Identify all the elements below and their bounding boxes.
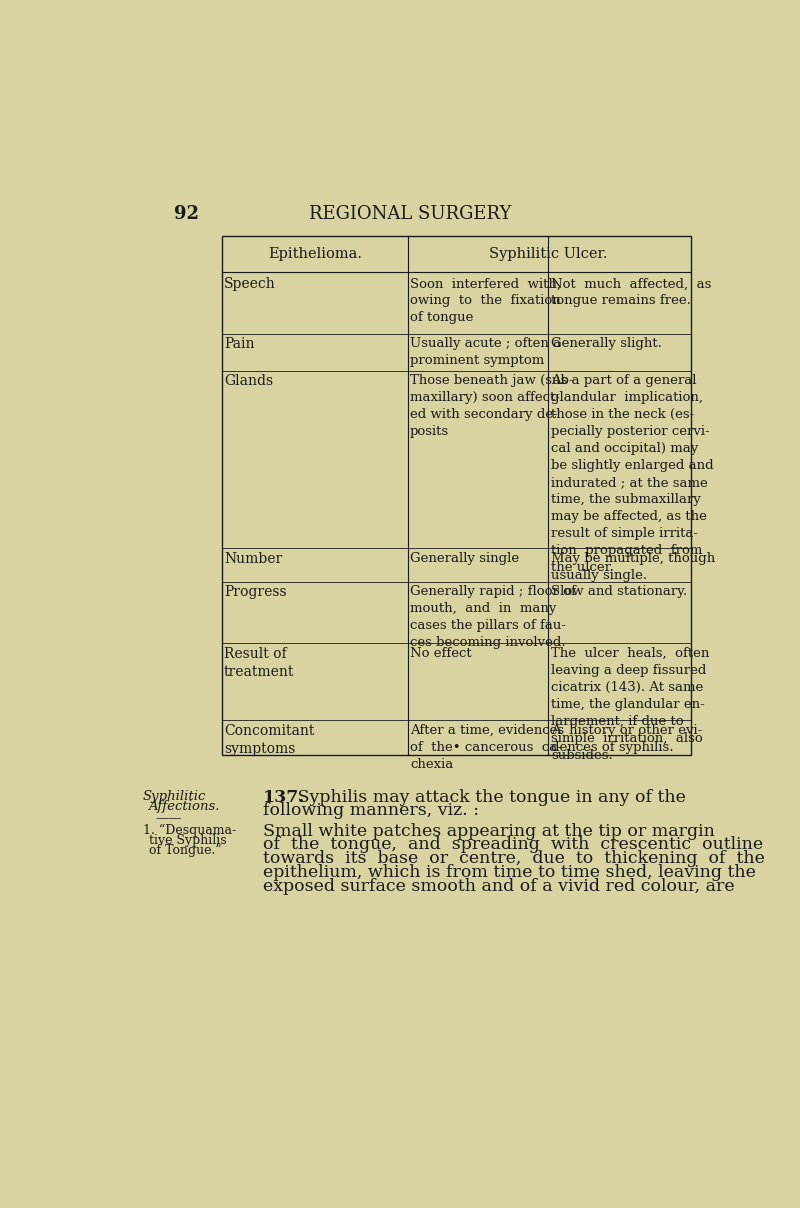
Text: Generally single: Generally single bbox=[410, 552, 519, 564]
Text: Progress: Progress bbox=[224, 586, 286, 599]
Text: Generally rapid ; floor of
mouth,  and  in  many
cases the pillars of fau-
ces b: Generally rapid ; floor of mouth, and in… bbox=[410, 586, 576, 650]
Bar bbox=[222, 236, 690, 755]
Text: Pain: Pain bbox=[224, 337, 254, 352]
Text: Concomitant
symptoms: Concomitant symptoms bbox=[224, 724, 314, 756]
Text: following manners, viz. :: following manners, viz. : bbox=[262, 802, 478, 819]
Text: of  the  tongue,  and  spreading  with  crescentic  outline: of the tongue, and spreading with cresce… bbox=[262, 836, 763, 853]
Text: ——: —— bbox=[156, 812, 182, 825]
Text: No effect: No effect bbox=[410, 647, 472, 660]
Text: Not  much  affected,  as
tongue remains free.: Not much affected, as tongue remains fre… bbox=[551, 278, 711, 307]
Text: of Tongue.”: of Tongue.” bbox=[149, 844, 222, 858]
Text: After a time, evidences
of  the• cancerous  ca-
chexia: After a time, evidences of the• cancerou… bbox=[410, 724, 564, 771]
Text: Syphilis may attack the tongue in any of the: Syphilis may attack the tongue in any of… bbox=[292, 789, 686, 806]
Text: 137.: 137. bbox=[262, 789, 305, 806]
Text: May be multiple, though
usually single.: May be multiple, though usually single. bbox=[551, 552, 715, 581]
Text: Soon  interfered  with,
owing  to  the  fixation
of tongue: Soon interfered with, owing to the fixat… bbox=[410, 278, 561, 325]
Text: towards  its  base  or  centre,  due  to  thickening  of  the: towards its base or centre, due to thick… bbox=[262, 850, 765, 867]
Text: A  history or other evi-
dences of syphilis.: A history or other evi- dences of syphil… bbox=[551, 724, 702, 754]
Text: Syphilitic Ulcer.: Syphilitic Ulcer. bbox=[489, 248, 607, 261]
Text: 1. “Desquama-: 1. “Desquama- bbox=[142, 824, 236, 837]
Text: Syphilitic: Syphilitic bbox=[142, 790, 206, 803]
Text: The  ulcer  heals,  often
leaving a deep fissured
cicatrix (143). At same
time, : The ulcer heals, often leaving a deep fi… bbox=[551, 647, 710, 762]
Text: Slow and stationary.: Slow and stationary. bbox=[551, 586, 687, 598]
Text: Small white patches appearing at the tip or margin: Small white patches appearing at the tip… bbox=[262, 823, 714, 840]
Text: epithelium, which is from time to time shed, leaving the: epithelium, which is from time to time s… bbox=[262, 864, 756, 881]
Text: Result of
treatment: Result of treatment bbox=[224, 647, 294, 679]
Text: Usually acute ; often a
prominent symptom: Usually acute ; often a prominent sympto… bbox=[410, 337, 561, 367]
Text: Affections.: Affections. bbox=[148, 800, 219, 813]
Text: exposed surface smooth and of a vivid red colour, are: exposed surface smooth and of a vivid re… bbox=[262, 878, 734, 895]
Text: Generally slight.: Generally slight. bbox=[551, 337, 662, 350]
Text: Epithelioma.: Epithelioma. bbox=[269, 248, 362, 261]
Text: Glands: Glands bbox=[224, 374, 273, 389]
Text: Number: Number bbox=[224, 552, 282, 565]
Text: As a part of a general
glandular  implication,
those in the neck (es-
pecially p: As a part of a general glandular implica… bbox=[551, 374, 714, 575]
Text: Those beneath jaw (sub-
maxillary) soon affect-
ed with secondary de-
posits: Those beneath jaw (sub- maxillary) soon … bbox=[410, 374, 574, 439]
Text: Speech: Speech bbox=[224, 278, 276, 291]
Text: REGIONAL SURGERY: REGIONAL SURGERY bbox=[309, 205, 511, 223]
Text: 92: 92 bbox=[174, 205, 198, 223]
Text: tive Syphilis: tive Syphilis bbox=[149, 834, 226, 847]
